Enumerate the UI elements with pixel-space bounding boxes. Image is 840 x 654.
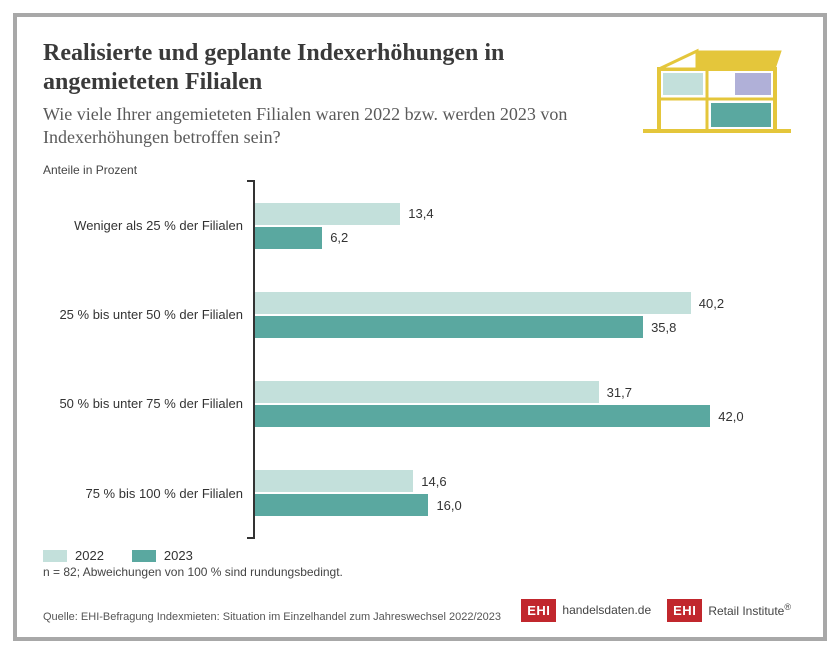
- bar-row: 13,4: [255, 203, 797, 225]
- logo-text: Retail Institute®: [702, 602, 797, 618]
- bar-value-label: 31,7: [607, 385, 632, 400]
- bar: [255, 316, 643, 338]
- bar-row: 6,2: [255, 227, 797, 249]
- bar-group: 13,4 6,2: [255, 197, 797, 255]
- axis-label: Anteile in Prozent: [43, 163, 797, 177]
- legend-label: 2022: [75, 548, 104, 563]
- building-icon: [637, 39, 797, 139]
- chart-title: Realisierte und geplante Indexerhöhungen…: [43, 39, 603, 97]
- chart-card: Realisierte und geplante Indexerhöhungen…: [13, 13, 827, 641]
- bar: [255, 405, 710, 427]
- bar-value-label: 16,0: [436, 498, 461, 513]
- bar-group: 40,2 35,8: [255, 286, 797, 344]
- bar: [255, 470, 413, 492]
- category-label: 50 % bis unter 75 % der Filialen: [43, 396, 243, 412]
- bar-row: 16,0: [255, 494, 797, 516]
- logo-text: handelsdaten.de: [556, 603, 657, 617]
- bar-value-label: 35,8: [651, 320, 676, 335]
- sample-note: n = 82; Abweichungen von 100 % sind rund…: [43, 565, 797, 579]
- bar-chart: Weniger als 25 % der Filialen 25 % bis un…: [43, 181, 797, 538]
- bar-group: 31,7 42,0: [255, 375, 797, 433]
- logo-row: EHIhandelsdaten.deEHIRetail Institute®: [521, 597, 797, 623]
- bar-row: 35,8: [255, 316, 797, 338]
- bar-value-label: 14,6: [421, 474, 446, 489]
- bar: [255, 227, 322, 249]
- legend-item: 2023: [132, 548, 193, 563]
- title-block: Realisierte und geplante Indexerhöhungen…: [43, 39, 603, 149]
- category-label: Weniger als 25 % der Filialen: [43, 218, 243, 234]
- category-label: 25 % bis unter 50 % der Filialen: [43, 307, 243, 323]
- bar-row: 40,2: [255, 292, 797, 314]
- bar-group: 14,6 16,0: [255, 464, 797, 522]
- bar-row: 31,7: [255, 381, 797, 403]
- logo-badge: EHI: [521, 599, 556, 622]
- bar-value-label: 42,0: [718, 409, 743, 424]
- legend-label: 2023: [164, 548, 193, 563]
- brand-logo: EHIhandelsdaten.de: [521, 597, 657, 623]
- legend-swatch: [132, 550, 156, 562]
- bar-row: 42,0: [255, 405, 797, 427]
- legend-swatch: [43, 550, 67, 562]
- legend-item: 2022: [43, 548, 104, 563]
- logo-badge: EHI: [667, 599, 702, 622]
- bar: [255, 292, 691, 314]
- source-line: Quelle: EHI-Befragung Indexmieten: Situa…: [43, 611, 501, 623]
- brand-logo: EHIRetail Institute®: [667, 597, 797, 623]
- bar-value-label: 40,2: [699, 296, 724, 311]
- category-label: 75 % bis 100 % der Filialen: [43, 486, 243, 502]
- bar-value-label: 13,4: [408, 206, 433, 221]
- legend: 2022 2023: [43, 548, 797, 563]
- footer: Quelle: EHI-Befragung Indexmieten: Situa…: [43, 597, 797, 623]
- bar: [255, 494, 428, 516]
- category-axis: Weniger als 25 % der Filialen 25 % bis un…: [43, 181, 253, 538]
- header: Realisierte und geplante Indexerhöhungen…: [43, 39, 797, 149]
- bar: [255, 203, 400, 225]
- bar-value-label: 6,2: [330, 230, 348, 245]
- bar-row: 14,6: [255, 470, 797, 492]
- plot-area: 13,4 6,2 40,2 35,8 31,7 42,0 14,6 16,0: [253, 181, 797, 538]
- chart-subtitle: Wie viele Ihrer angemieteten Filialen wa…: [43, 103, 603, 150]
- bar: [255, 381, 599, 403]
